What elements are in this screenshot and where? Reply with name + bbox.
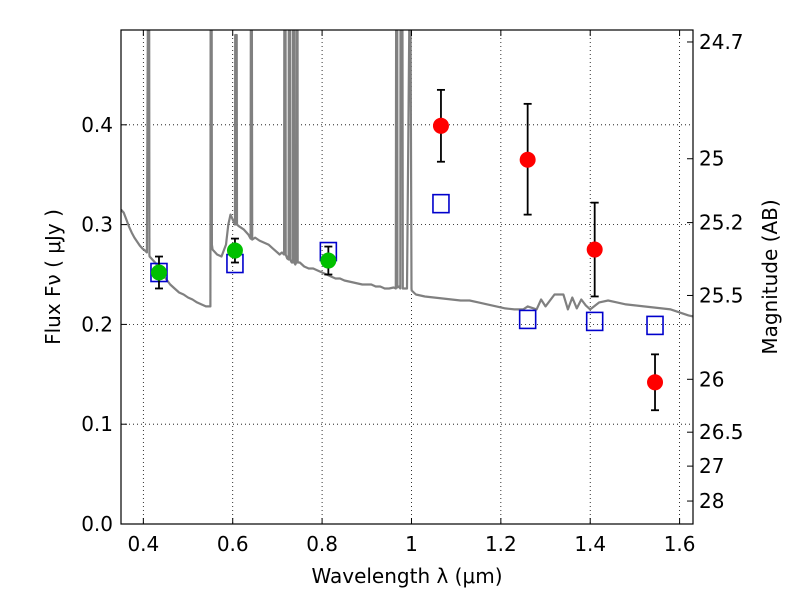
y-tick-label: 0.0 [81,512,113,536]
mag-tick-label: 26 [699,367,724,391]
axis-ticks: 0.4 0.6 0.8 1 1.2 1.4 1.6 0.0 0.1 0.2 0.3 0.4 24.7 25… [81,30,743,556]
data-point-marker [519,151,536,168]
x-tick-label: 1 [405,532,418,556]
model-square-marker [585,311,604,332]
y-tick-label: 0.3 [81,213,113,237]
x-tick-label: 1.4 [574,532,606,556]
x-tick-label: 1.2 [485,532,517,556]
y-tick-label: 0.4 [81,113,113,137]
x-axis-label: Wavelength λ (μm) [311,564,502,588]
data-point-marker [647,374,664,391]
x-tick-label: 1.6 [664,532,696,556]
grid [121,30,693,524]
template-spectrum-group [121,30,693,318]
mag-tick-label: 26.5 [699,420,744,444]
data-point-marker [432,117,449,134]
x-tick-label: 0.4 [127,532,159,556]
data-point-marker [586,241,603,258]
data-series-group [150,88,664,412]
x-tick-label: 0.6 [217,532,249,556]
right-axis-label: Magnitude (AB) [758,199,782,354]
y-tick-label: 0.1 [81,412,113,436]
x-tick-label: 0.8 [306,532,338,556]
template-spectrum-line [121,30,693,318]
model-square-marker [646,315,664,336]
y-tick-label: 0.2 [81,312,113,336]
data-point-marker [226,242,243,259]
model-square-marker [432,193,450,214]
y-axis-label: Flux Fν ( μJy ) [41,209,65,345]
model-square-marker [518,309,537,330]
mag-tick-label: 27 [699,454,724,478]
mag-tick-label: 25 [699,147,724,171]
mag-tick-label: 25.2 [699,211,744,235]
data-point-marker [320,252,337,269]
data-point-marker [150,264,167,281]
mag-tick-label: 24.7 [699,30,744,54]
mag-tick-label: 25.5 [699,283,744,307]
plot-frame [120,29,694,525]
mag-tick-label: 28 [699,489,724,513]
